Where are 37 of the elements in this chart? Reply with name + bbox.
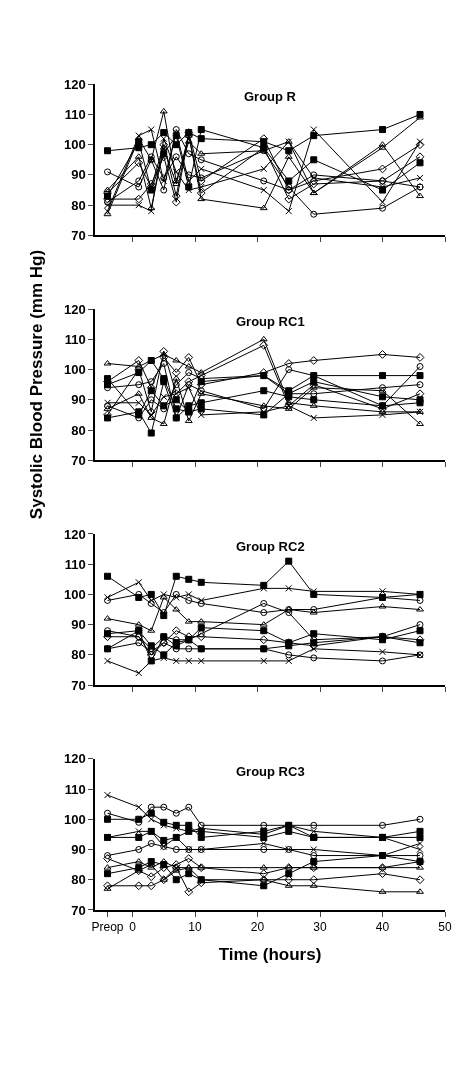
y-tick-label: 120 [63,751,86,767]
y-tick-label: 70 [71,902,86,918]
y-tick-label: 100 [63,586,86,602]
x-tick-label: 10 [188,920,202,935]
chart-title: Group RC2 [236,539,305,554]
y-tick-label: 110 [64,556,86,572]
x-tick-label: 30 [313,920,327,935]
x-tick-label: 20 [250,920,265,935]
x-tick-label: 0 [129,920,137,935]
chart-title: Group RC3 [236,764,305,779]
x-tick-label: 40 [375,920,390,935]
chart-title: Group RC1 [236,314,305,329]
y-tick-label: 90 [71,392,86,408]
y-tick-label: 110 [64,781,86,797]
y-tick-label: 70 [71,677,86,693]
y-tick-label: 100 [63,137,86,153]
y-tick-label: 100 [63,811,86,827]
y-tick-label: 90 [71,842,86,858]
y-tick-label: 90 [71,617,86,633]
y-tick-label: 110 [64,331,86,347]
y-tick-label: 90 [71,167,86,183]
y-tick-label: 120 [63,76,86,92]
y-tick-label: 80 [71,872,86,888]
x-tick-label: Preop [91,920,124,935]
x-axis-title: Time (hours) [218,945,322,965]
y-tick-label: 70 [71,452,86,468]
y-tick-label: 100 [63,362,86,378]
y-tick-label: 80 [71,197,86,213]
y-tick-label: 80 [71,647,86,663]
y-axis-title: Systolic Blood Pressure (mm Hg) [26,249,46,520]
y-tick-label: 70 [71,227,86,243]
y-tick-label: 120 [63,301,86,317]
y-tick-label: 110 [64,107,86,123]
x-tick-label: 50 [438,920,452,935]
chart-title: Group R [244,89,297,104]
y-tick-label: 120 [63,526,86,542]
y-tick-label: 80 [71,422,86,438]
